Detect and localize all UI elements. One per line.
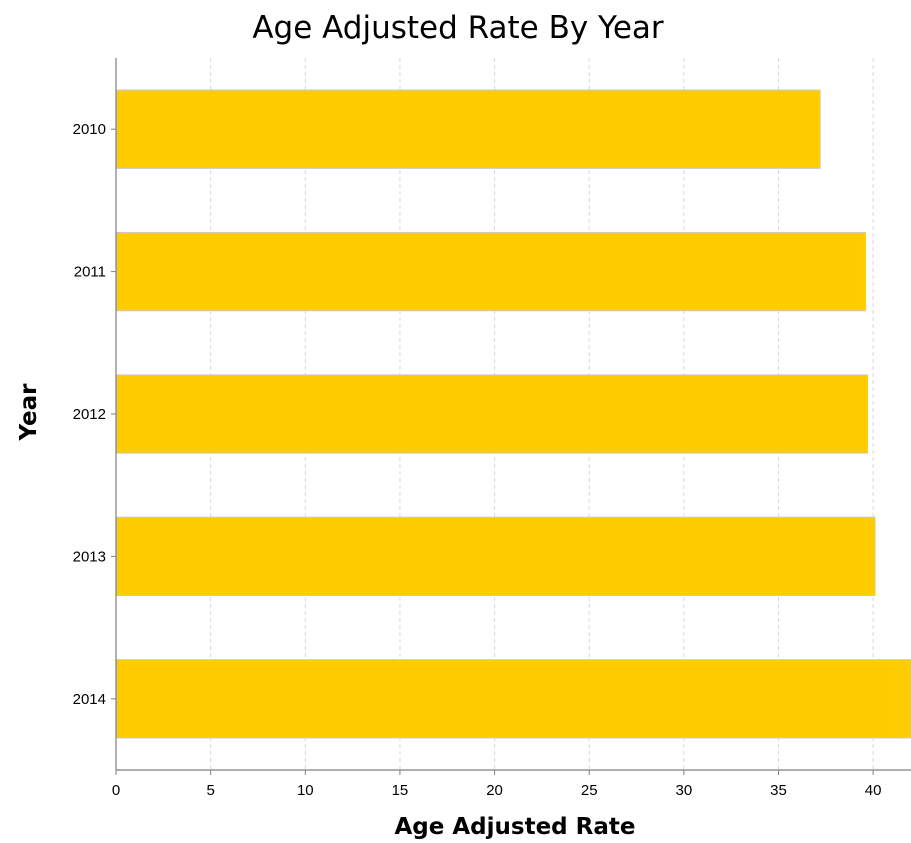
y-tick-label-2010: 2010 bbox=[73, 121, 106, 138]
y-tick-label-2011: 2011 bbox=[74, 264, 106, 281]
x-tick-label-15: 15 bbox=[392, 782, 409, 799]
x-tick-label-30: 30 bbox=[676, 782, 693, 799]
bar-2012 bbox=[115, 374, 868, 454]
axes-layer bbox=[111, 58, 911, 775]
bar-2014 bbox=[115, 659, 911, 739]
x-tick-label-10: 10 bbox=[297, 782, 314, 799]
y-tick-label-2012: 2012 bbox=[73, 406, 106, 423]
x-tick-label-5: 5 bbox=[206, 782, 214, 799]
bars-layer bbox=[115, 89, 911, 739]
x-axis-title: Age Adjusted Rate bbox=[395, 814, 636, 840]
x-tick-label-35: 35 bbox=[770, 782, 787, 799]
bar-2010 bbox=[115, 89, 821, 169]
bar-2013 bbox=[115, 516, 876, 597]
bar-2011 bbox=[115, 231, 867, 312]
y-axis-title: Year bbox=[16, 383, 42, 442]
x-tick-label-0: 0 bbox=[112, 782, 120, 799]
labels-layer: 2010 2011 2012 2013 2014 0 5 10 15 20 25 30 35 40 bbox=[73, 121, 882, 799]
y-tick-label-2013: 2013 bbox=[73, 548, 106, 565]
x-tick-label-20: 20 bbox=[486, 782, 503, 799]
x-tick-label-25: 25 bbox=[581, 782, 598, 799]
chart-title: Age Adjusted Rate By Year bbox=[252, 10, 664, 46]
x-tick-label-40: 40 bbox=[865, 782, 882, 799]
y-tick-label-2014: 2014 bbox=[73, 691, 106, 708]
